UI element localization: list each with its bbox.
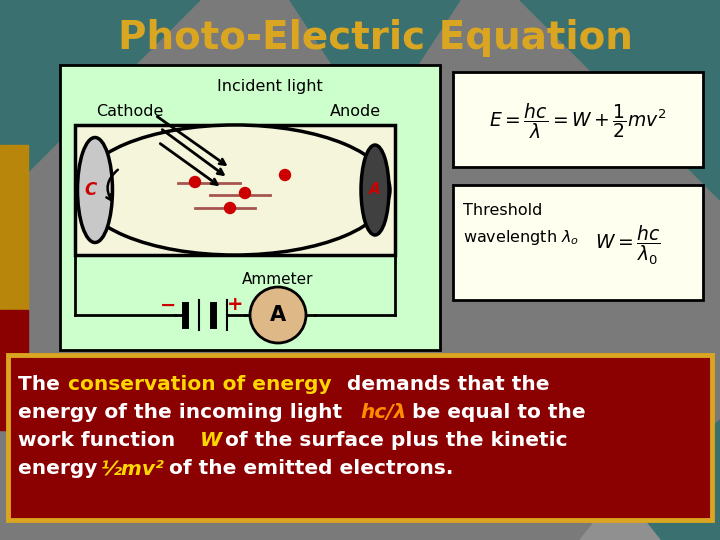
Polygon shape [0,310,28,430]
Circle shape [189,177,200,187]
Ellipse shape [80,125,390,255]
Text: $W = \dfrac{hc}{\lambda_{0}}$: $W = \dfrac{hc}{\lambda_{0}}$ [595,224,661,267]
Text: Anode: Anode [330,105,381,119]
Circle shape [225,202,235,213]
Polygon shape [580,490,660,540]
Text: W: W [200,431,222,450]
FancyBboxPatch shape [60,65,440,350]
Text: C: C [85,181,97,199]
Text: be equal to the: be equal to the [405,403,585,422]
Text: +: + [227,295,243,314]
Circle shape [240,187,251,199]
Text: −: − [160,295,176,314]
FancyBboxPatch shape [453,72,703,167]
Text: $E = \dfrac{hc}{\lambda} = W + \dfrac{1}{2}mv^{2}$: $E = \dfrac{hc}{\lambda} = W + \dfrac{1}… [489,102,667,141]
Text: Ammeter: Ammeter [242,273,314,287]
FancyBboxPatch shape [453,185,703,300]
Text: Threshold
wavelength $\lambda_{o}$: Threshold wavelength $\lambda_{o}$ [463,203,579,247]
Polygon shape [0,145,28,310]
Text: of the surface plus the kinetic: of the surface plus the kinetic [218,431,567,450]
FancyBboxPatch shape [75,125,395,255]
Polygon shape [0,0,200,200]
Ellipse shape [78,138,112,242]
Text: hc/λ: hc/λ [360,403,406,422]
Text: Cathode: Cathode [96,105,163,119]
Text: The: The [18,375,67,395]
Text: Incident light: Incident light [217,79,323,94]
Polygon shape [290,0,460,130]
FancyBboxPatch shape [8,355,712,520]
Text: Photo-Electric Equation: Photo-Electric Equation [117,19,632,57]
Text: demands that the: demands that the [340,375,549,395]
Text: A: A [369,183,381,198]
Ellipse shape [361,145,389,235]
Circle shape [279,170,290,180]
Polygon shape [520,0,720,200]
Text: of the emitted electrons.: of the emitted electrons. [162,460,454,478]
Text: energy: energy [18,460,104,478]
Text: work function: work function [18,431,182,450]
Circle shape [250,287,306,343]
Text: A: A [270,305,286,325]
Text: energy of the incoming light: energy of the incoming light [18,403,349,422]
Text: conservation of energy: conservation of energy [68,375,332,395]
Polygon shape [580,420,720,540]
Text: ½mv²: ½mv² [101,460,165,478]
